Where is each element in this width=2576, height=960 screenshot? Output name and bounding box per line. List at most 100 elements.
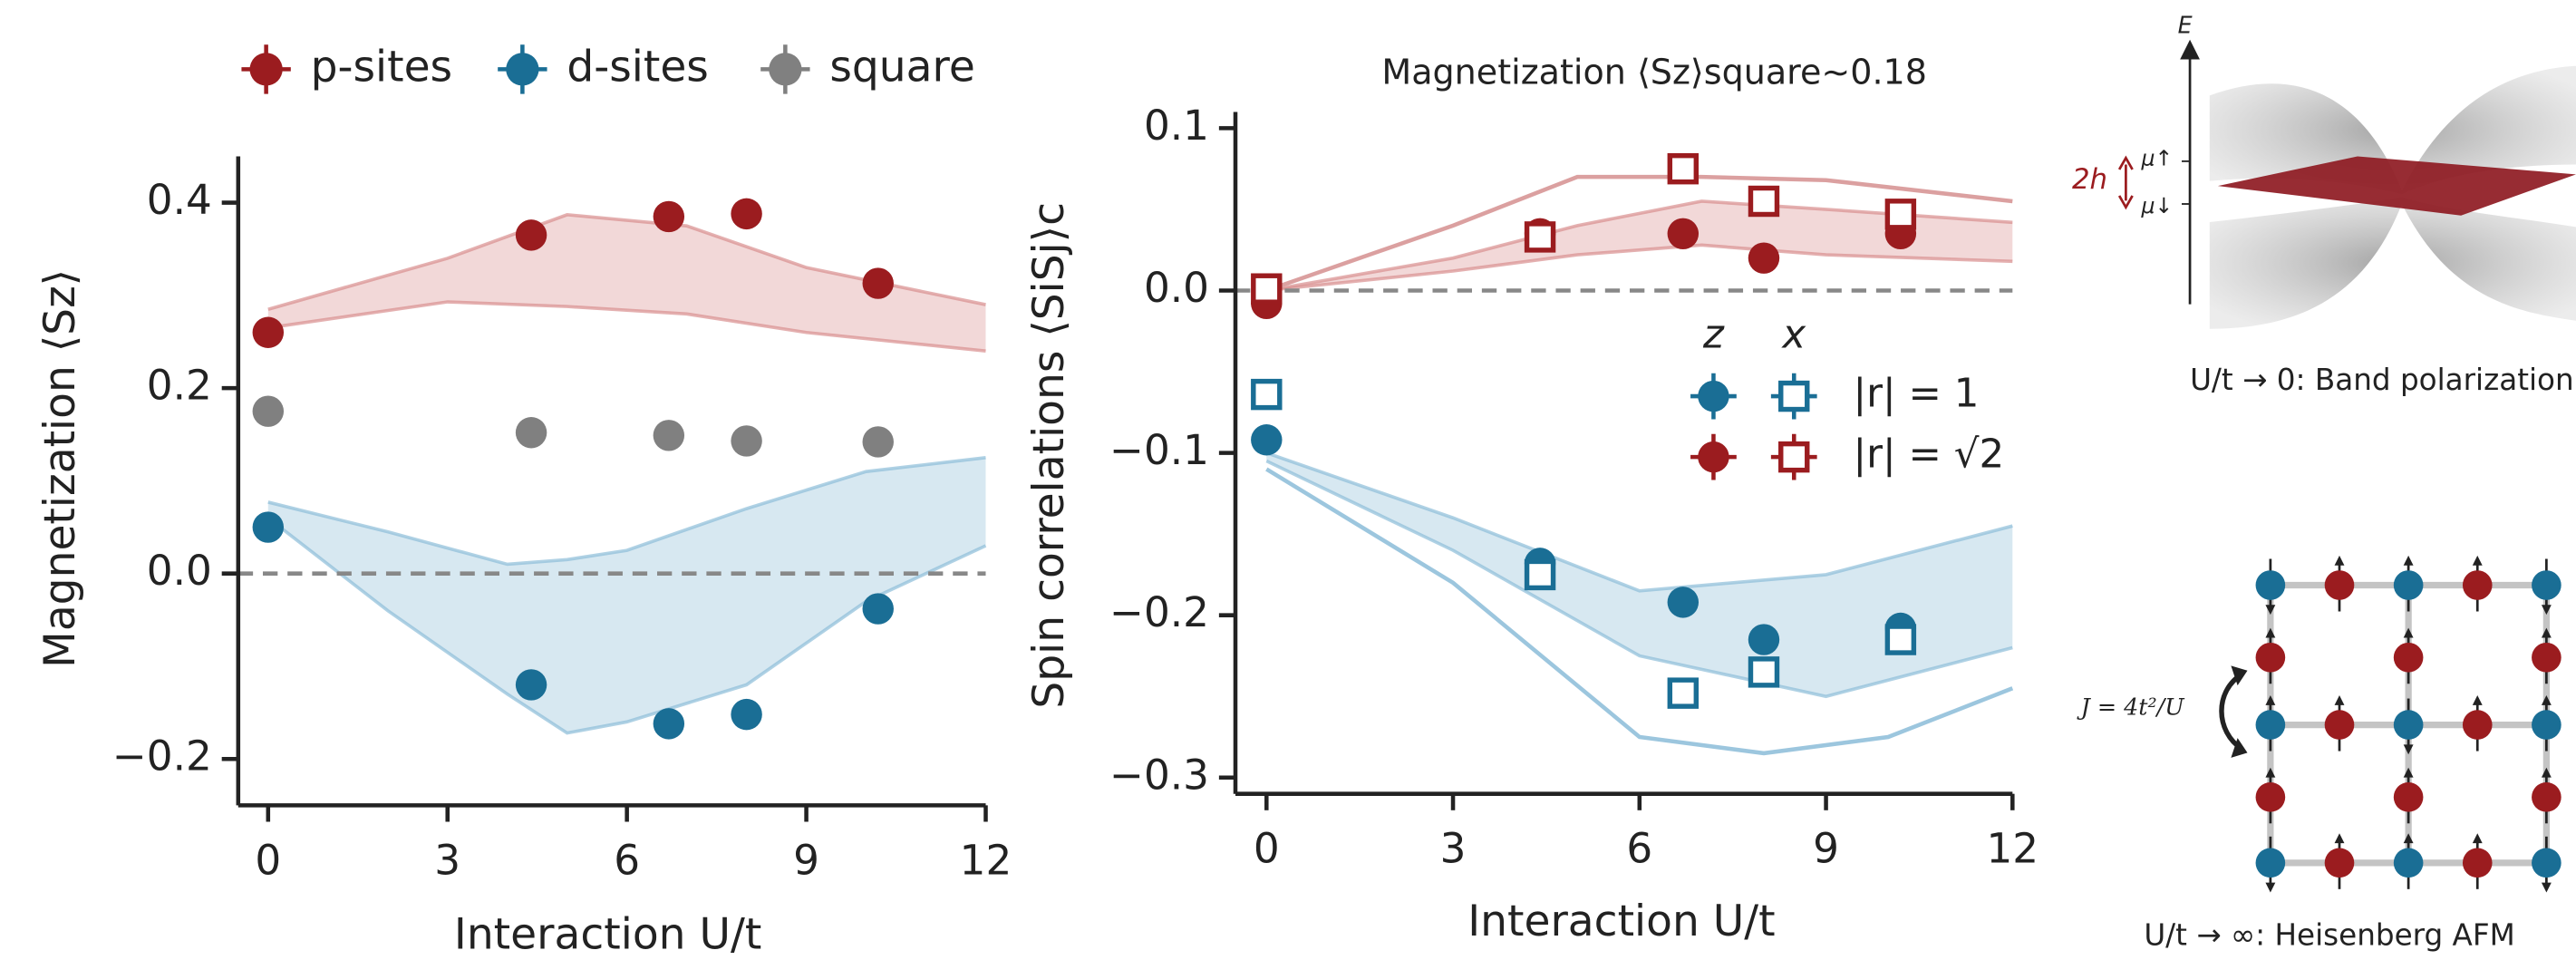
marker bbox=[862, 267, 894, 299]
x-axis-label: Interaction U/t bbox=[454, 909, 761, 959]
marker bbox=[653, 420, 685, 451]
spin-head bbox=[2472, 833, 2483, 844]
y-tick-label: 0.0 bbox=[1144, 264, 1209, 312]
marker bbox=[1748, 185, 1780, 218]
band-edge bbox=[1265, 451, 2013, 593]
marker bbox=[1524, 221, 1556, 253]
spin-head bbox=[2541, 627, 2552, 638]
marker bbox=[515, 417, 547, 449]
band-inset: E μ↑ μ↓ 2h U/t → 0: Band polarization bbox=[2072, 11, 2576, 397]
marker bbox=[1667, 677, 1700, 709]
marker bbox=[252, 395, 285, 427]
spin-head bbox=[2541, 767, 2552, 778]
mu-up-label: μ↑ bbox=[2140, 146, 2173, 171]
marker bbox=[1667, 218, 1700, 250]
band-edge bbox=[1265, 199, 2013, 293]
marker bbox=[1884, 199, 1917, 230]
band-edge bbox=[266, 516, 987, 735]
marker bbox=[1524, 558, 1556, 591]
x-tick-label: 6 bbox=[1626, 825, 1652, 873]
y-tick-label: 0.0 bbox=[147, 547, 212, 595]
site bbox=[2255, 848, 2286, 878]
band-edge bbox=[267, 456, 986, 567]
site bbox=[2255, 710, 2286, 740]
chart: −0.2 0.0 0.2 0.4 0 3 6 9 12 Interaction U/t Magnet… bbox=[35, 42, 1012, 959]
y-tick-label: 0.2 bbox=[147, 362, 212, 410]
marker bbox=[1251, 273, 1283, 305]
spin-head bbox=[2334, 694, 2345, 705]
chart-title: Magnetization ⟨Sz⟩square∼0.18 bbox=[1381, 52, 1927, 92]
site bbox=[2462, 848, 2493, 878]
mu-down-label: μ↓ bbox=[2140, 193, 2173, 218]
marker bbox=[862, 426, 894, 458]
site bbox=[2324, 848, 2355, 878]
band-edge bbox=[267, 213, 986, 311]
site bbox=[2532, 782, 2561, 812]
spin-head bbox=[2403, 744, 2414, 755]
marker bbox=[252, 511, 285, 543]
site bbox=[2532, 570, 2561, 600]
x-tick-label: 9 bbox=[793, 836, 819, 884]
legend-column: x bbox=[1780, 312, 1806, 357]
marker bbox=[1748, 242, 1780, 274]
splitting-label: 2h bbox=[2072, 163, 2107, 196]
marker bbox=[653, 200, 685, 233]
y-tick-label: −0.1 bbox=[1109, 426, 1209, 474]
y-tick-label: −0.3 bbox=[1109, 751, 1209, 799]
lower-band bbox=[2209, 197, 2576, 329]
band-area bbox=[1266, 201, 2013, 291]
band-area bbox=[1266, 452, 2013, 697]
marker bbox=[1251, 378, 1283, 411]
x-tick-label: 12 bbox=[1986, 825, 2039, 873]
site bbox=[2255, 782, 2286, 812]
x-axis-label: Interaction U/t bbox=[1467, 897, 1775, 946]
legend-marker bbox=[249, 53, 283, 86]
line bbox=[1265, 174, 2013, 293]
marker bbox=[862, 593, 894, 625]
spin-head bbox=[2472, 694, 2483, 705]
band-edge bbox=[267, 300, 986, 354]
legend-marker bbox=[1698, 380, 1729, 412]
site bbox=[2324, 710, 2355, 740]
y-axis-label: Magnetization ⟨Sz⟩ bbox=[35, 269, 85, 668]
band-edge bbox=[1266, 243, 2013, 293]
site bbox=[2393, 848, 2424, 878]
y-tick-label: 0.4 bbox=[147, 176, 212, 224]
line bbox=[1265, 467, 2014, 756]
spin-head bbox=[2403, 833, 2414, 844]
site bbox=[2393, 710, 2424, 740]
site bbox=[2393, 570, 2424, 600]
spin-head bbox=[2334, 555, 2345, 566]
site bbox=[2255, 570, 2286, 600]
band-area bbox=[267, 214, 986, 352]
lattice-inset: J = 4t²/U U/t → ∞: Heisenberg AFM bbox=[2077, 555, 2561, 952]
spin-head bbox=[2403, 555, 2414, 566]
spin-head bbox=[2265, 694, 2276, 705]
x-tick-label: 6 bbox=[614, 836, 640, 884]
spin-head bbox=[2265, 627, 2276, 638]
marker bbox=[1667, 152, 1700, 185]
coupling-arrow bbox=[2219, 672, 2244, 752]
marker bbox=[731, 698, 762, 731]
legend-marker bbox=[1778, 380, 1810, 412]
legend-label: p-sites bbox=[311, 42, 453, 92]
site bbox=[2462, 570, 2493, 600]
band-caption: U/t → 0: Band polarization bbox=[2190, 363, 2574, 397]
marker bbox=[1667, 587, 1700, 618]
spin-head bbox=[2403, 767, 2414, 778]
marker bbox=[731, 425, 762, 457]
marker bbox=[1884, 624, 1917, 655]
legend-marker bbox=[506, 53, 539, 86]
x-tick-label: 0 bbox=[255, 836, 281, 884]
energy-label: E bbox=[2178, 11, 2193, 38]
spin-head bbox=[2265, 605, 2276, 616]
x-tick-label: 3 bbox=[434, 836, 460, 884]
site bbox=[2532, 710, 2561, 740]
legend-row: |r| = √2 bbox=[1854, 432, 2005, 478]
x-tick-label: 3 bbox=[1440, 825, 1467, 873]
site bbox=[2532, 848, 2561, 878]
marker bbox=[731, 198, 762, 230]
marker bbox=[1748, 624, 1780, 655]
spin-head bbox=[2265, 882, 2276, 893]
y-tick-label: 0.1 bbox=[1144, 102, 1209, 150]
